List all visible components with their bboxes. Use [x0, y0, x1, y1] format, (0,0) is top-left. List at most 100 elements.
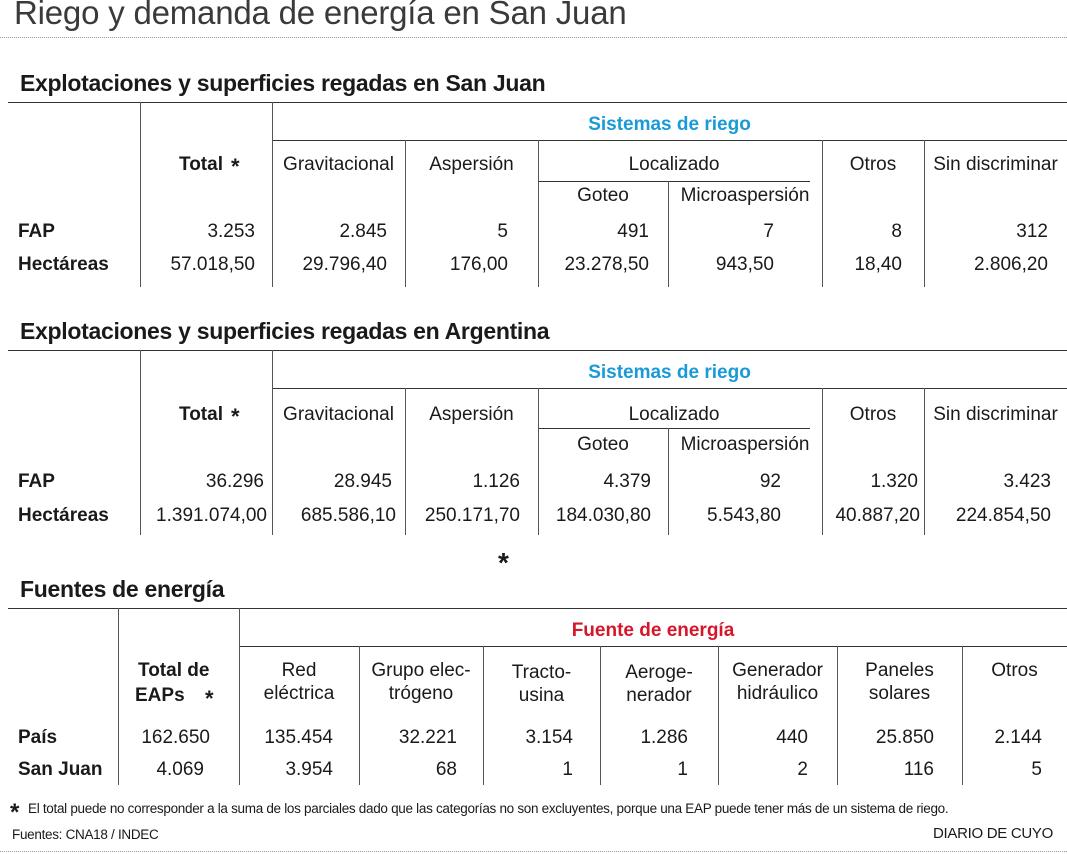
table3-cell: 68: [435, 759, 457, 780]
table1-cell: 176,00: [449, 254, 508, 275]
table2-divider: [924, 388, 925, 535]
table3-cell: 4.069: [156, 759, 204, 780]
table1-header-aspersion: Aspersión: [429, 154, 514, 175]
table1-cell: 57.018,50: [170, 254, 255, 275]
table3-header-paneles-line2: solares: [868, 683, 931, 704]
table3-divider: [118, 608, 119, 785]
table2-top-rule: [8, 350, 1067, 351]
table3-cell: 25.850: [875, 727, 934, 748]
table3-cell: 3.154: [525, 727, 573, 748]
table2-group-header: Sistemas de riego: [588, 362, 751, 383]
table2-title: Explotaciones y superficies regadas en A…: [20, 318, 550, 344]
table1-localizado-rule: [538, 181, 810, 182]
table3-cell: 5: [1031, 759, 1042, 780]
table1-divider: [668, 181, 669, 287]
table2-header-localizado: Localizado: [628, 404, 720, 425]
table1-cell: 3.253: [207, 221, 255, 242]
table1-divider: [924, 140, 925, 287]
table3-cell: 32.221: [398, 727, 457, 748]
table3-header-tracto-line2: usina: [518, 685, 565, 706]
table2-header-microaspersion: Microaspersión: [680, 434, 810, 455]
table3-header-grupo-line1: Grupo elec-: [371, 660, 471, 681]
table3-row-label: San Juan: [18, 759, 103, 780]
table2-cell: 40.887,20: [835, 505, 920, 526]
table1-cell: 18,40: [854, 254, 902, 275]
table2-cell: 5.543,80: [707, 505, 781, 526]
table3-cell: 135.454: [264, 727, 333, 748]
table2-group-rule: [272, 388, 1067, 389]
asterisk-mark: *: [498, 547, 509, 578]
table2-cell: 4.379: [603, 471, 651, 492]
table3-header-red-line2: eléctrica: [263, 683, 335, 704]
table3-title: Fuentes de energía: [20, 576, 225, 602]
table1-header-gravitacional: Gravitacional: [283, 154, 394, 175]
table2-cell: 1.320: [870, 471, 918, 492]
table1-header-sin-discriminar: Sin discriminar: [933, 154, 1058, 175]
table3-divider: [483, 646, 484, 785]
table2-cell: 28.945: [333, 471, 392, 492]
table1-cell: 491: [617, 221, 649, 242]
table1-group-rule: [272, 140, 1067, 141]
table3-header-otros: Otros: [991, 660, 1038, 681]
table3-divider: [837, 646, 838, 785]
table2-header-otros: Otros: [849, 404, 897, 425]
table1-header-goteo: Goteo: [577, 185, 629, 206]
table1-title: Explotaciones y superficies regadas en S…: [20, 70, 546, 96]
table3-cell: 440: [776, 727, 808, 748]
table1-total-star: *: [231, 154, 240, 179]
table2-cell: 250.171,70: [424, 505, 520, 526]
table2-header-aspersion: Aspersión: [429, 404, 514, 425]
table3-header-total-line1: Total de: [138, 660, 210, 681]
table2-cell: 685.586,10: [300, 505, 396, 526]
table3-cell: 1: [677, 759, 688, 780]
table2-cell: 36.296: [205, 471, 264, 492]
table1-divider: [140, 102, 141, 287]
table1-divider: [822, 140, 823, 287]
table2-header-total: Total: [179, 404, 223, 425]
footnote-star: *: [10, 799, 20, 826]
table3-header-paneles-line1: Paneles: [865, 660, 934, 681]
table3-divider: [239, 608, 240, 785]
table3-cell: 116: [903, 759, 934, 780]
table1-cell: 5: [497, 221, 508, 242]
table1-cell: 312: [1016, 221, 1048, 242]
table3-group-header: Fuente de energía: [571, 620, 735, 641]
table3-row-label: País: [18, 727, 58, 748]
table2-divider: [822, 388, 823, 535]
table2-cell: 184.030,80: [555, 505, 651, 526]
table1-cell: 29.796,40: [302, 254, 387, 275]
table1-divider: [538, 140, 539, 287]
table1-cell: 23.278,50: [564, 254, 649, 275]
table3-divider: [718, 646, 719, 785]
table1-header-microaspersion: Microaspersión: [680, 185, 810, 206]
table2-cell: 1.391.074,00: [156, 505, 267, 526]
table3-cell: 1: [562, 759, 573, 780]
table2-cell: 224.854,50: [955, 505, 1051, 526]
table1-cell: 7: [763, 221, 774, 242]
table2-header-goteo: Goteo: [577, 434, 629, 455]
table2-localizado-rule: [538, 428, 810, 429]
table2-cell: 92: [759, 471, 781, 492]
table3-cell: 2: [797, 759, 808, 780]
table1-row-label: Hectáreas: [18, 254, 109, 275]
credit-text: DIARIO DE CUYO: [933, 825, 1053, 842]
table3-group-rule: [239, 646, 1067, 647]
table1-cell: 8: [891, 221, 902, 242]
table1-divider: [272, 102, 273, 287]
table1-header-otros: Otros: [849, 154, 897, 175]
title-divider: [0, 37, 1067, 38]
table3-divider: [600, 646, 601, 785]
table3-header-aero-line1: Aeroge-: [625, 662, 693, 683]
table3-cell: 3.954: [285, 759, 333, 780]
table1-header-localizado: Localizado: [628, 154, 720, 175]
table3-header-total-line2: EAPs: [135, 685, 185, 706]
table1-cell: 2.845: [339, 221, 387, 242]
table3-total-star: *: [205, 686, 214, 711]
table3-header-gen-line2: hidráulico: [736, 683, 819, 704]
table3-header-aero-line2: nerador: [626, 685, 692, 706]
table2-cell: 1.126: [472, 471, 520, 492]
table3-cell: 1.286: [640, 727, 688, 748]
table2-divider: [538, 388, 539, 535]
table3-divider: [359, 646, 360, 785]
table1-cell: 943,50: [715, 254, 774, 275]
